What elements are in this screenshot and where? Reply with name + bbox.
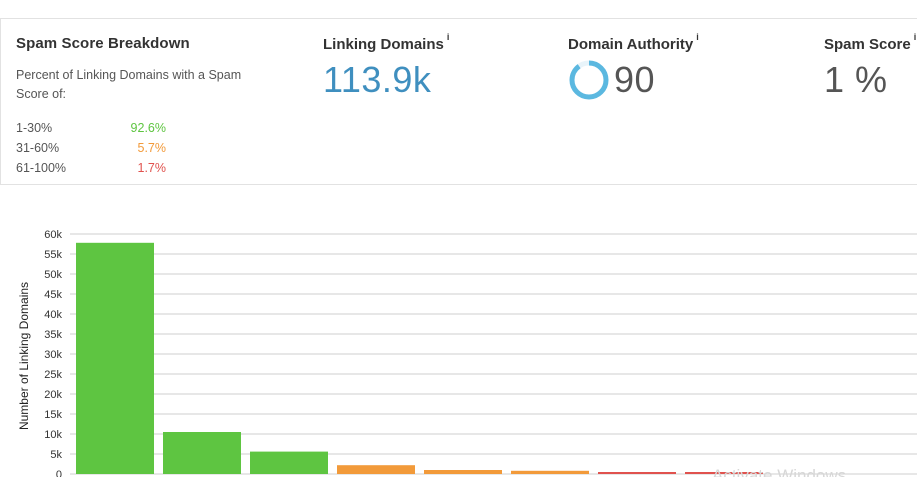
domain-authority-label: Domain Authority	[568, 36, 694, 53]
range-percent: 1.7%	[137, 161, 167, 175]
linking-domains-value: 113.9k	[323, 59, 432, 100]
y-tick-label: 35k	[44, 329, 62, 341]
y-tick-label: 25k	[44, 369, 62, 381]
spam-score-label: Spam Score	[824, 36, 911, 53]
spam-score-title: Spam Score i	[824, 32, 917, 53]
linking-domains-label: Linking Domains	[323, 36, 444, 53]
breakdown-ranges: 1-30% 92.6% 31-60% 5.7% 61-100% 1.7%	[16, 118, 256, 178]
y-tick-label: 30k	[44, 349, 62, 361]
bar	[250, 451, 328, 474]
y-axis-label: Number of Linking Domains	[17, 282, 31, 430]
breakdown-description: Percent of Linking Domains with a Spam S…	[16, 68, 242, 101]
spam-score-chart: 0 5k 10k 15k 20k 25k 30k 35k 40k 45k 50k 55k 60k Numb…	[0, 215, 917, 477]
range-percent: 92.6%	[130, 121, 166, 135]
range-label: 31-60%	[16, 141, 60, 155]
linking-domains-metric: Linking Domains i 113.9k	[323, 32, 450, 101]
bar	[76, 242, 154, 474]
y-tick-label: 60k	[44, 229, 62, 241]
range-percent: 5.7%	[137, 141, 167, 155]
domain-authority-metric: Domain Authority i 90	[568, 32, 699, 101]
y-tick-label: 20k	[44, 389, 62, 401]
info-icon[interactable]: i	[913, 32, 917, 42]
watermark-text: Activate Windows	[712, 466, 846, 477]
spam-score-value: 1 %	[824, 59, 888, 100]
info-icon[interactable]: i	[696, 32, 699, 42]
range-row-high: 61-100% 1.7%	[16, 158, 256, 178]
y-tick-label: 45k	[44, 289, 62, 301]
y-tick-label: 5k	[50, 449, 62, 461]
bar	[337, 465, 415, 474]
bar	[685, 472, 763, 474]
range-label: 1-30%	[16, 121, 53, 135]
bar	[163, 432, 241, 474]
y-tick-label: 15k	[44, 409, 62, 421]
y-tick-label: 50k	[44, 269, 62, 281]
bar	[424, 470, 502, 474]
spam-score-breakdown: Spam Score Breakdown Percent of Linking …	[16, 35, 256, 178]
bar-chart: 0 5k 10k 15k 20k 25k 30k 35k 40k 45k 50k 55k 60k Numb…	[17, 229, 917, 477]
range-row-medium: 31-60% 5.7%	[16, 138, 256, 158]
y-tick-label: 40k	[44, 309, 62, 321]
bar	[598, 472, 676, 474]
y-tick-label: 0	[56, 469, 62, 477]
domain-authority-ring-icon	[569, 60, 609, 100]
info-icon[interactable]: i	[446, 32, 450, 42]
spam-score-panel: Spam Score Breakdown Percent of Linking …	[0, 18, 917, 185]
domain-authority-title: Domain Authority i	[568, 32, 699, 53]
spam-score-metric: Spam Score i 1 %	[824, 32, 917, 101]
breakdown-title: Spam Score Breakdown	[16, 35, 190, 52]
domain-authority-value-row: 90	[568, 59, 699, 101]
range-label: 61-100%	[16, 161, 67, 175]
domain-authority-value: 90	[614, 59, 656, 100]
y-tick-label: 10k	[44, 429, 62, 441]
bar	[511, 470, 589, 474]
range-row-low: 1-30% 92.6%	[16, 118, 256, 138]
y-tick-label: 55k	[44, 249, 62, 261]
linking-domains-title: Linking Domains i	[323, 32, 450, 53]
